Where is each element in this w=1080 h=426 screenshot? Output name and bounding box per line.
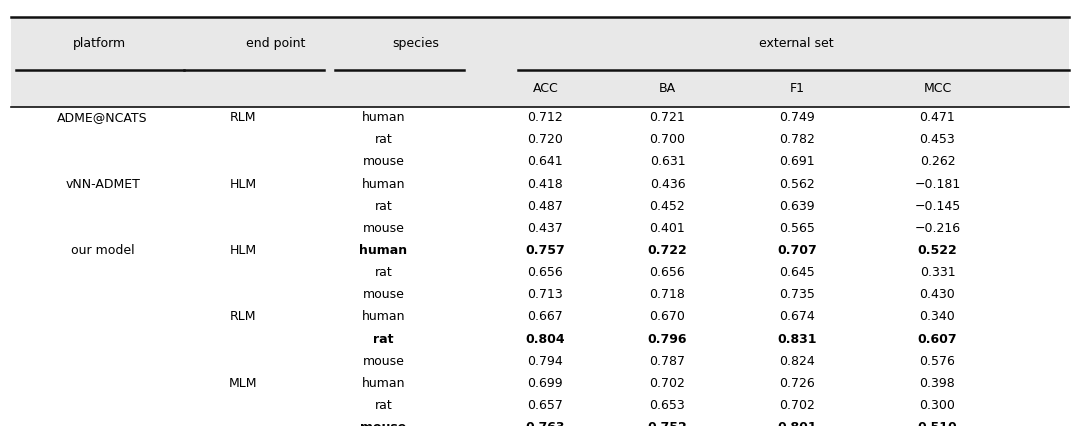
Text: mouse: mouse [363, 155, 404, 168]
Text: RLM: RLM [230, 311, 256, 323]
Text: 0.656: 0.656 [649, 266, 686, 279]
Text: 0.707: 0.707 [778, 244, 816, 257]
Text: 0.752: 0.752 [648, 421, 687, 426]
Text: human: human [362, 377, 405, 390]
Text: external set: external set [759, 37, 834, 50]
Text: 0.653: 0.653 [649, 399, 686, 412]
Text: 0.565: 0.565 [779, 222, 815, 235]
Text: 0.782: 0.782 [779, 133, 815, 146]
Text: 0.418: 0.418 [527, 178, 564, 190]
Text: end point: end point [246, 37, 305, 50]
Text: 0.787: 0.787 [649, 355, 686, 368]
Text: 0.720: 0.720 [527, 133, 564, 146]
Text: rat: rat [375, 133, 392, 146]
Text: HLM: HLM [229, 244, 257, 257]
Text: mouse: mouse [361, 421, 406, 426]
Text: MCC: MCC [923, 82, 951, 95]
Text: 0.726: 0.726 [779, 377, 815, 390]
Text: 0.471: 0.471 [919, 111, 956, 124]
Text: human: human [362, 111, 405, 124]
Text: 0.699: 0.699 [528, 377, 563, 390]
Text: mouse: mouse [363, 355, 404, 368]
Text: 0.487: 0.487 [527, 200, 564, 213]
Text: 0.645: 0.645 [779, 266, 815, 279]
Text: human: human [360, 244, 407, 257]
Text: 0.639: 0.639 [780, 200, 814, 213]
Text: 0.749: 0.749 [779, 111, 815, 124]
Text: 0.718: 0.718 [649, 288, 686, 301]
Text: 0.667: 0.667 [527, 311, 564, 323]
Text: 0.722: 0.722 [648, 244, 687, 257]
Text: 0.641: 0.641 [528, 155, 563, 168]
Text: 0.757: 0.757 [526, 244, 565, 257]
Text: 0.430: 0.430 [919, 288, 956, 301]
Text: 0.702: 0.702 [649, 377, 686, 390]
Text: 0.452: 0.452 [649, 200, 686, 213]
Text: 0.340: 0.340 [919, 311, 956, 323]
Text: 0.713: 0.713 [527, 288, 564, 301]
Text: 0.824: 0.824 [779, 355, 815, 368]
Text: our model: our model [71, 244, 134, 257]
Text: 0.656: 0.656 [527, 266, 564, 279]
Text: rat: rat [375, 200, 392, 213]
Text: 0.700: 0.700 [649, 133, 686, 146]
Text: HLM: HLM [229, 178, 257, 190]
Text: human: human [362, 311, 405, 323]
Text: human: human [362, 178, 405, 190]
Text: 0.300: 0.300 [919, 399, 956, 412]
Text: ADME@NCATS: ADME@NCATS [57, 111, 148, 124]
Text: 0.510: 0.510 [918, 421, 957, 426]
Text: 0.262: 0.262 [920, 155, 955, 168]
Text: platform: platform [73, 37, 126, 50]
Text: 0.398: 0.398 [919, 377, 956, 390]
Text: 0.735: 0.735 [779, 288, 815, 301]
Text: 0.712: 0.712 [527, 111, 564, 124]
Text: 0.796: 0.796 [648, 333, 687, 345]
Text: mouse: mouse [363, 222, 404, 235]
Text: 0.763: 0.763 [526, 421, 565, 426]
Text: 0.453: 0.453 [919, 133, 956, 146]
Text: 0.631: 0.631 [650, 155, 685, 168]
Text: 0.794: 0.794 [527, 355, 564, 368]
Text: rat: rat [375, 266, 392, 279]
Text: 0.401: 0.401 [649, 222, 686, 235]
Text: 0.522: 0.522 [918, 244, 957, 257]
Text: 0.804: 0.804 [526, 333, 565, 345]
Text: F1: F1 [789, 82, 805, 95]
Text: 0.576: 0.576 [919, 355, 956, 368]
Text: RLM: RLM [230, 111, 256, 124]
Text: 0.670: 0.670 [649, 311, 686, 323]
Text: BA: BA [659, 82, 676, 95]
Text: 0.674: 0.674 [779, 311, 815, 323]
Text: 0.331: 0.331 [920, 266, 955, 279]
Text: 0.721: 0.721 [649, 111, 686, 124]
Text: 0.657: 0.657 [527, 399, 564, 412]
Text: 0.702: 0.702 [779, 399, 815, 412]
Text: MLM: MLM [229, 377, 257, 390]
Text: 0.607: 0.607 [918, 333, 957, 345]
Text: 0.437: 0.437 [527, 222, 564, 235]
Text: −0.145: −0.145 [915, 200, 960, 213]
Text: 0.562: 0.562 [779, 178, 815, 190]
Text: 0.801: 0.801 [778, 421, 816, 426]
Text: ACC: ACC [532, 82, 558, 95]
Text: 0.831: 0.831 [778, 333, 816, 345]
Text: vNN-ADMET: vNN-ADMET [65, 178, 140, 190]
Text: species: species [392, 37, 440, 50]
Text: rat: rat [375, 399, 392, 412]
Text: rat: rat [374, 333, 393, 345]
Text: −0.181: −0.181 [915, 178, 960, 190]
Text: 0.436: 0.436 [650, 178, 685, 190]
Text: −0.216: −0.216 [915, 222, 960, 235]
Text: 0.691: 0.691 [780, 155, 814, 168]
FancyBboxPatch shape [11, 17, 1069, 106]
Text: mouse: mouse [363, 288, 404, 301]
